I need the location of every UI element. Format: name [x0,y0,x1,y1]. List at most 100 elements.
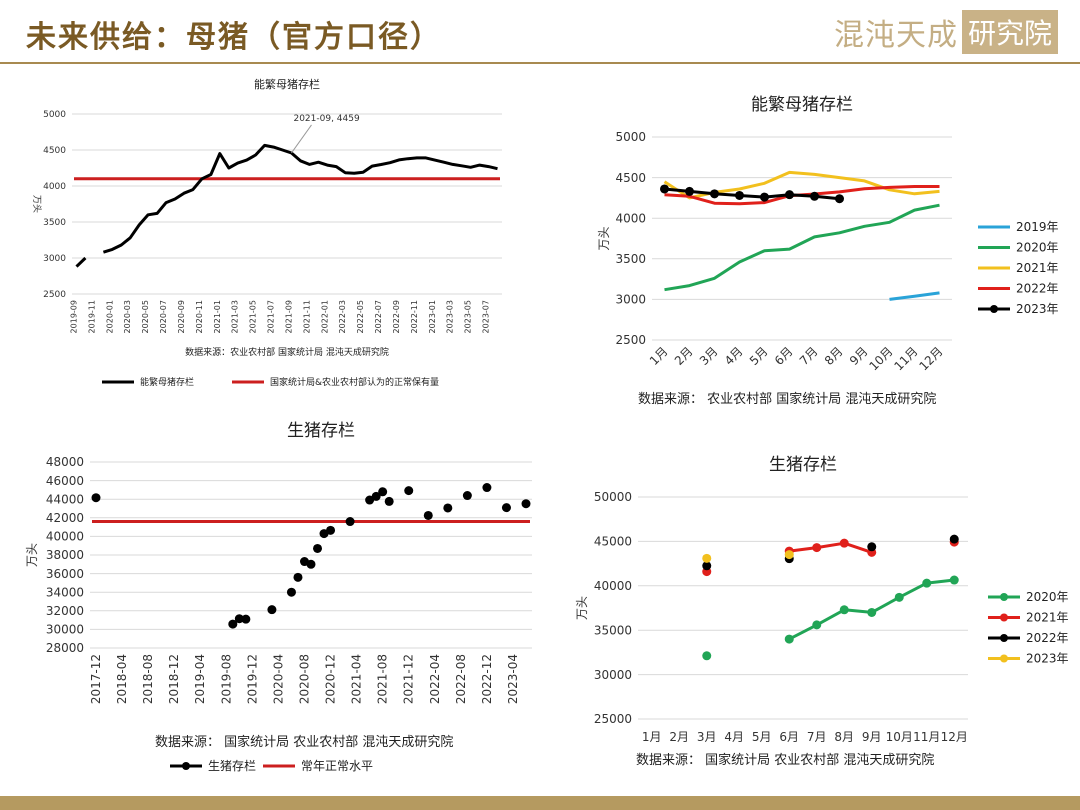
x-tick-label: 2022-11 [410,300,419,333]
legend-2022年-label: 2022年 [1016,282,1059,296]
x-tick-label: 2023-07 [482,300,491,333]
scatter-point [371,491,381,501]
y-tick-label: 25000 [594,712,632,726]
x-tick-label: 6月 [779,730,799,744]
scatter-point [378,487,388,497]
company-logo: 混沌天成 研究院 [834,10,1058,54]
x-tick-label: 4月 [724,730,744,744]
x-tick-label: 2021-09 [284,300,293,333]
y-axis-label: 万头 [31,195,42,213]
series-line-2020年 [664,203,940,292]
scatter-point [482,483,492,493]
x-tick-label: 2018-12 [167,654,181,704]
series-point-2023年 [760,192,769,202]
x-tick-label: 2020-04 [271,654,285,704]
x-tick-label: 6月 [772,344,796,368]
x-tick-label: 2020-09 [177,300,186,333]
x-tick-label: 2022-04 [428,654,442,704]
x-tick-label: 2022-09 [392,300,401,333]
x-tick-label: 2020-12 [324,654,338,704]
scatter-point [306,559,316,569]
chart-title: 能繁母猪存栏 [751,95,853,115]
scatter-point [501,503,511,513]
scatter-point [91,493,101,503]
y-tick-label: 2500 [43,290,66,300]
x-tick-label: 8月 [834,730,854,744]
x-tick-label: 2023-05 [464,300,473,333]
x-tick-label: 2018-04 [115,654,129,704]
legend-2021年-label: 2021年 [1026,611,1069,625]
series-point-2020年 [949,575,959,585]
x-tick-label: 1月 [642,730,662,744]
x-tick-label: 4月 [722,344,746,368]
hog-inventory-by-month-chart: 生猪存栏 25000 30000 35000 40000 45000 50000 万头 1月 2月… [575,455,1069,768]
series-point-2020年 [922,578,932,588]
x-tick-label: 2019-11 [87,300,96,333]
x-tick-label: 2017-12 [89,654,103,704]
y-tick-label: 32000 [46,604,84,618]
legend-2020年-marker [1000,593,1008,601]
legend-2022年-label: 2022年 [1026,631,1069,645]
y-axis-label: 万头 [575,596,589,620]
x-tick-label: 2020-03 [123,300,132,333]
scatter-point [462,491,472,501]
y-tick-label: 3000 [43,254,66,264]
scatter-point [384,496,394,506]
y-tick-label: 3000 [615,293,646,307]
scatter-point [228,619,238,629]
scatter-point [326,525,336,535]
series-point-2022年 [867,542,877,552]
series-point-2023年 [785,190,794,200]
x-tick-label: 2022-05 [356,300,365,333]
series-point-2023年 [810,191,819,201]
y-tick-label: 5000 [615,130,646,144]
series-point-2020年 [894,592,904,602]
x-tick-label: 1月 [647,344,671,368]
series-point-2022年 [702,561,712,571]
x-tick-label: 2月 [669,730,689,744]
y-tick-label: 35000 [594,623,632,637]
x-tick-label: 3月 [697,344,721,368]
annotation-leader [291,124,312,154]
y-tick-label: 48000 [46,455,84,469]
series-point-2020年 [784,634,794,644]
scatter-point [423,510,433,520]
x-tick-label: 2021-01 [213,300,222,333]
x-tick-label: 2023-01 [428,300,437,333]
x-tick-label: 2021-12 [402,654,416,704]
series-point-2020年 [867,607,877,617]
y-tick-label: 30000 [46,623,84,637]
scatter-point [234,614,244,624]
series-point-2023年 [702,553,712,563]
scatter-point [286,587,296,597]
legend-2023年-label: 2023年 [1016,302,1059,316]
x-tick-label: 5月 [747,344,771,368]
x-tick-label: 2020-07 [159,300,168,333]
x-tick-label: 2020-08 [297,654,311,704]
y-tick-label: 4000 [43,182,66,192]
x-tick-label: 8月 [822,344,846,368]
x-tick-label: 3月 [697,730,717,744]
y-tick-label: 30000 [594,668,632,682]
x-tick-label: 2021-08 [376,654,390,704]
page-title: 未来供给：母猪（官方口径） [26,20,442,55]
x-tick-label: 11月 [891,344,920,373]
x-tick-label: 2018-08 [141,654,155,704]
x-tick-label: 10月 [886,730,913,744]
x-tick-label: 2021-03 [231,300,240,333]
y-axis-label: 万头 [25,543,39,567]
x-tick-label: 2023-03 [446,300,455,333]
series-point-2022年 [949,534,959,544]
legend-2021年-marker [1000,613,1008,622]
y-tick-label: 34000 [46,585,84,599]
legend-normal-label: 国家统计局&农业农村部认为的正常保有量 [270,376,439,388]
series-point-2020年 [839,605,849,615]
legend-2022年-marker [1000,634,1008,642]
x-tick-label: 2022-07 [374,300,383,333]
y-tick-label: 3500 [43,218,66,228]
x-tick-label: 2019-08 [219,654,233,704]
scatter-point [345,517,355,527]
x-tick-label: 2020-01 [105,300,114,333]
legend-2020年-label: 2020年 [1026,590,1069,604]
x-tick-label: 2020-11 [195,300,204,333]
